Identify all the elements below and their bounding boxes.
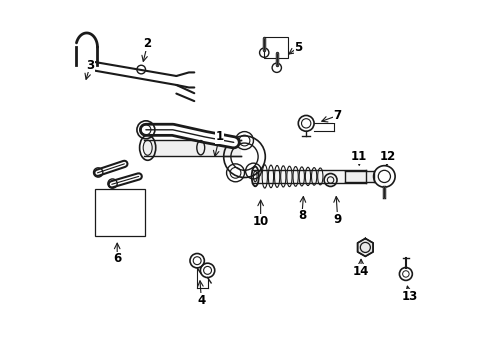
Text: 14: 14 — [352, 265, 368, 278]
Text: 8: 8 — [297, 210, 305, 222]
Text: 4: 4 — [197, 294, 205, 307]
Bar — [264, 37, 287, 58]
Text: 5: 5 — [294, 41, 302, 54]
Polygon shape — [357, 238, 372, 256]
Bar — [144, 140, 241, 156]
Bar — [344, 171, 373, 182]
Text: 6: 6 — [113, 252, 121, 265]
Bar — [251, 170, 366, 183]
Text: 13: 13 — [401, 290, 417, 303]
Text: 10: 10 — [252, 215, 268, 228]
Text: 1: 1 — [215, 130, 223, 144]
Text: 2: 2 — [143, 37, 151, 50]
Text: 9: 9 — [333, 213, 341, 226]
Bar — [94, 189, 144, 235]
Text: 3: 3 — [86, 59, 94, 72]
Text: 11: 11 — [350, 150, 366, 163]
Text: 7: 7 — [333, 109, 341, 122]
Text: 12: 12 — [379, 150, 395, 163]
